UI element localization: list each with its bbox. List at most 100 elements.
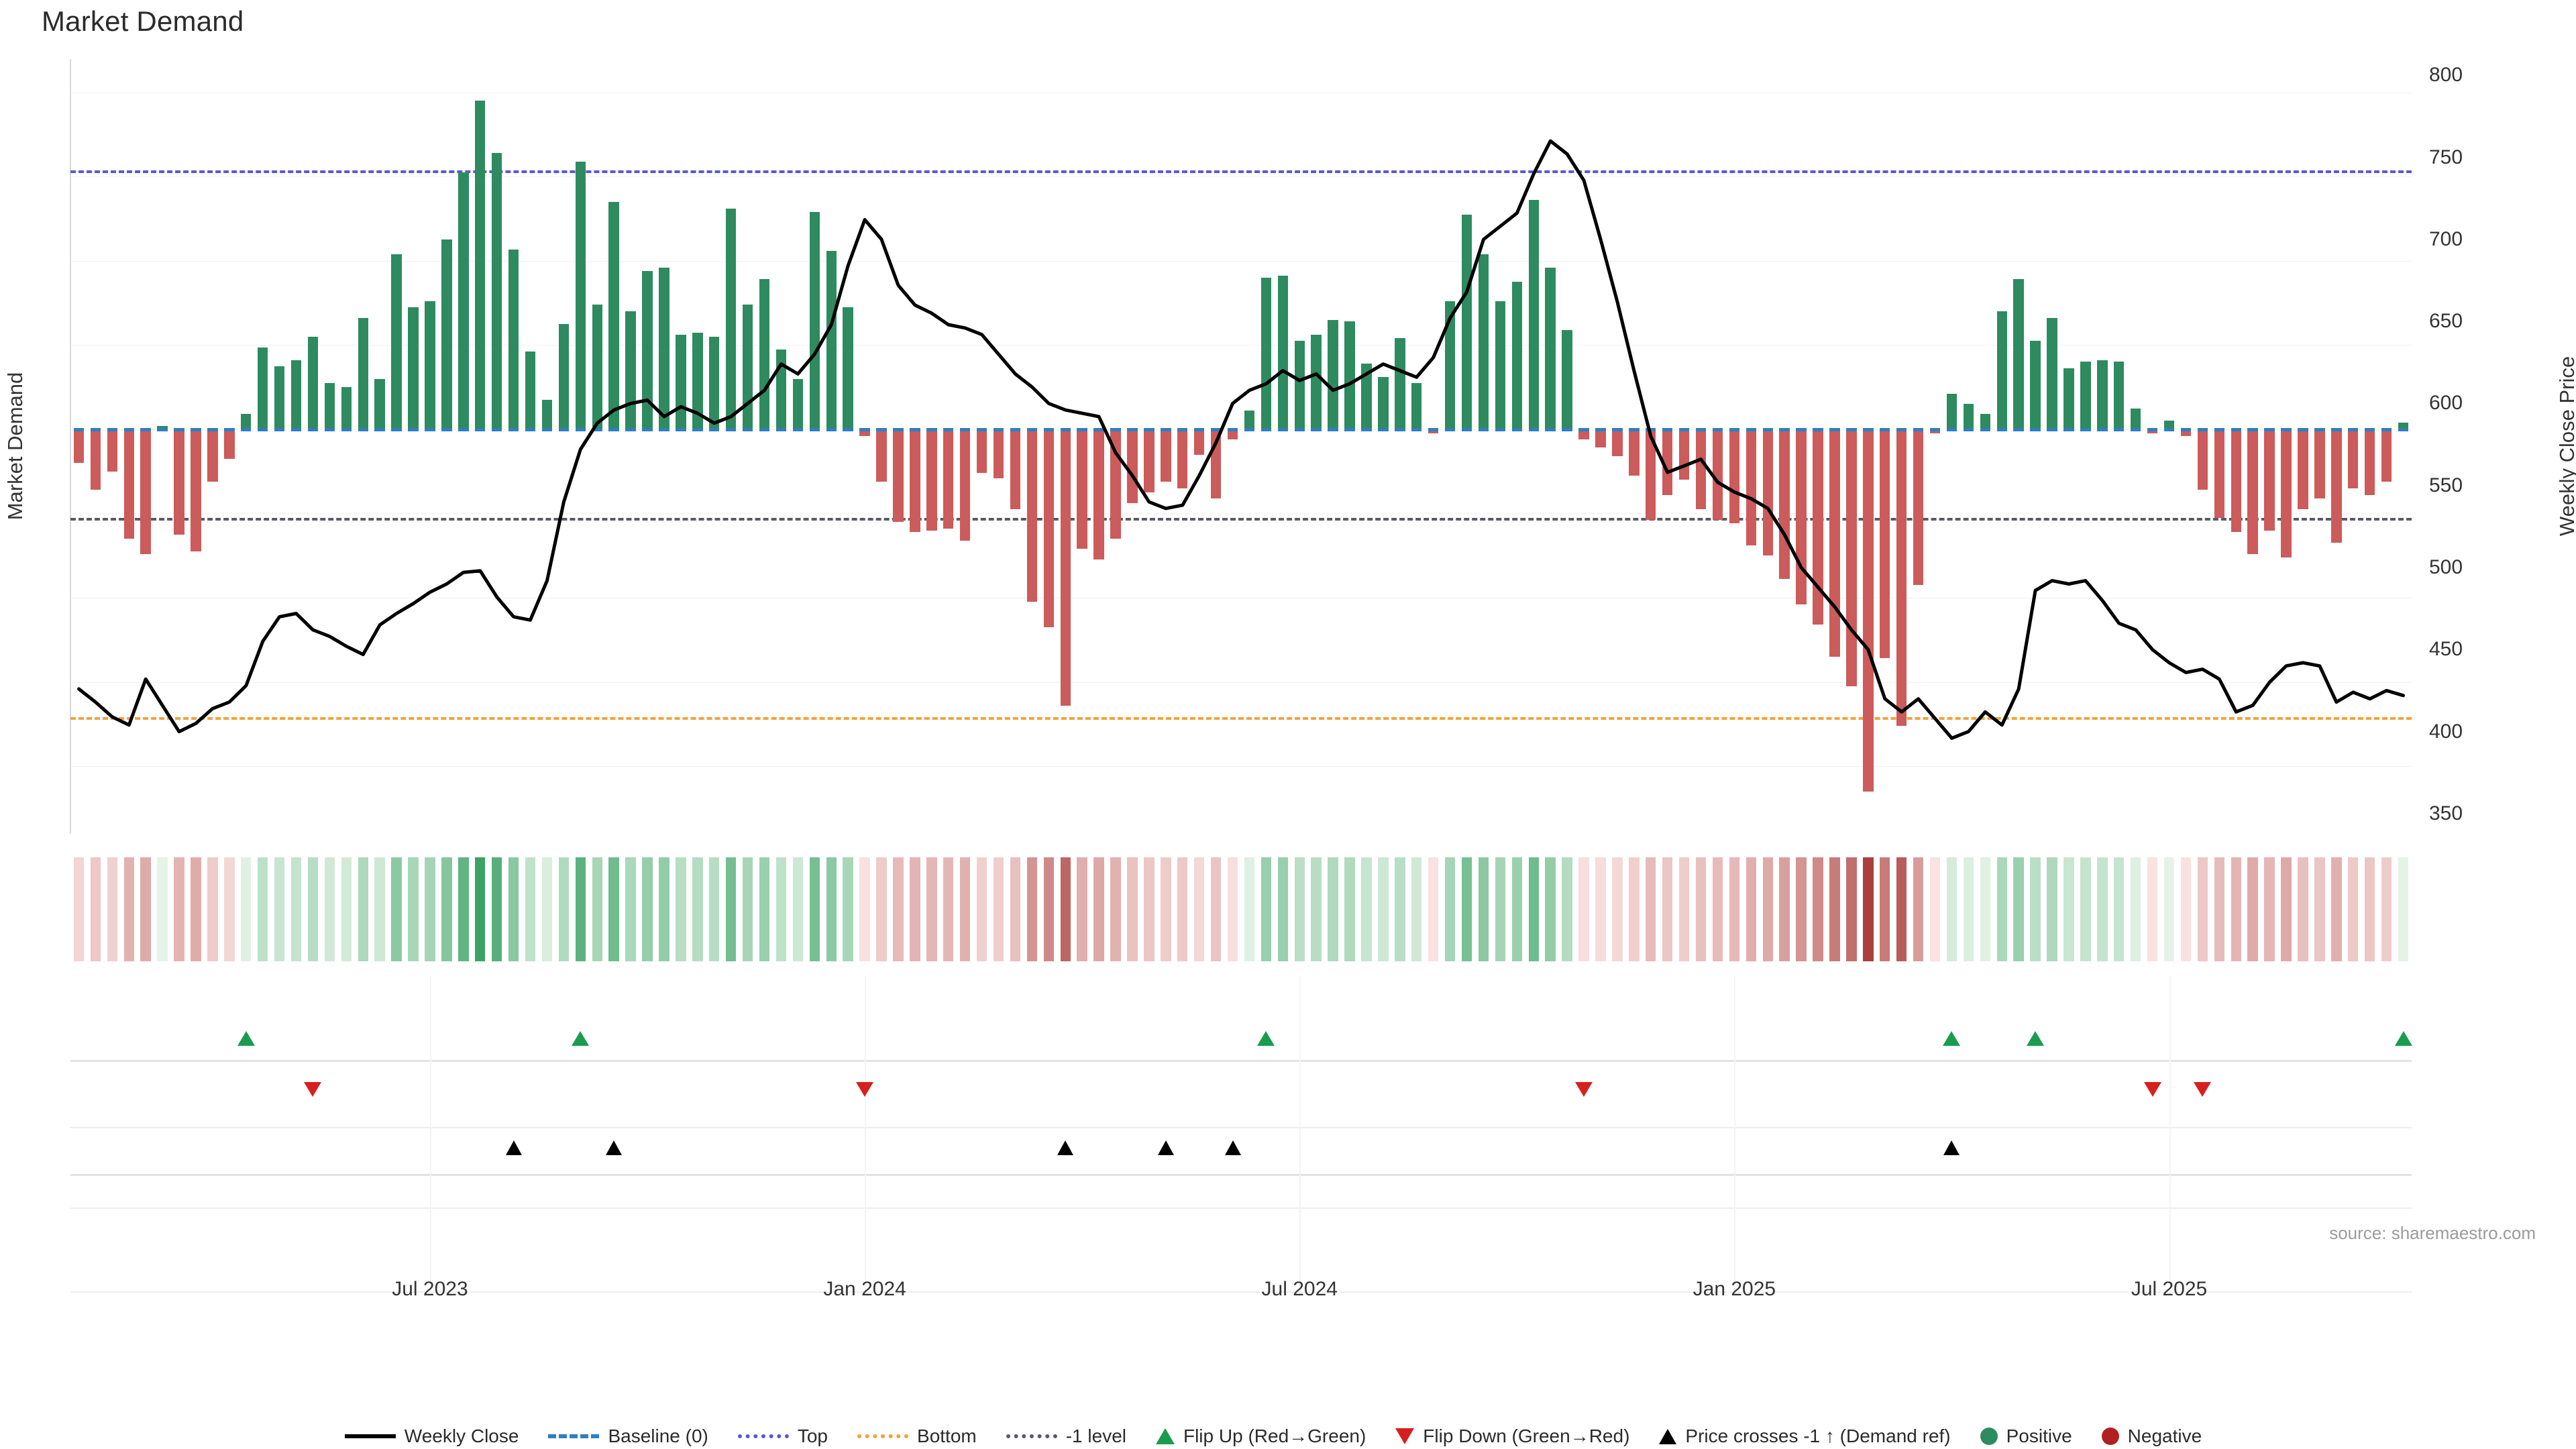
heatmap-cell	[2331, 857, 2342, 961]
legend-item-negative[interactable]: Negative	[2101, 1426, 2202, 1447]
heatmap-cell	[1846, 857, 1857, 961]
demand-bar	[608, 201, 619, 429]
y-tick-right: 550	[2429, 474, 2463, 496]
heatmap-cell	[725, 857, 737, 961]
baseline-tick	[2247, 427, 2258, 431]
heatmap-cell	[1829, 857, 1840, 961]
baseline-tick	[659, 427, 669, 431]
baseline-tick	[1495, 427, 1506, 431]
demand-bar	[2381, 429, 2392, 482]
gridlines	[70, 67, 2412, 825]
heatmap-cell	[2314, 857, 2325, 961]
legend-item-weekly-close[interactable]: Weekly Close	[344, 1426, 519, 1447]
heatmap-cell	[341, 857, 352, 961]
demand-bar	[676, 335, 686, 429]
heatmap-cell	[1578, 857, 1589, 961]
price-cross-marker-icon	[606, 1140, 623, 1155]
demand-bar	[742, 305, 753, 429]
positive-dot-icon	[1980, 1428, 1998, 1445]
price-cross-marker-icon	[1057, 1140, 1074, 1155]
baseline-tick	[1010, 427, 1021, 431]
heatmap-cell	[1026, 857, 1038, 961]
legend-label: Top	[797, 1426, 828, 1446]
heatmap-cell	[1896, 857, 1907, 961]
baseline-tick	[775, 427, 787, 431]
legend-item-positive[interactable]: Positive	[1980, 1426, 2072, 1447]
heatmap-cell	[290, 857, 302, 961]
demand-bar	[257, 347, 268, 429]
demand-bar	[843, 307, 853, 429]
price-cross-marker-icon	[1224, 1140, 1241, 1155]
heatmap-cell	[2180, 857, 2192, 961]
baseline-tick	[1478, 427, 1489, 431]
demand-bar	[2180, 429, 2192, 436]
legend-label: -1 level	[1065, 1426, 1126, 1446]
baseline-tick	[1662, 427, 1673, 431]
baseline-tick	[1260, 427, 1272, 431]
heatmap-cell	[307, 857, 319, 961]
demand-bar	[642, 270, 653, 429]
demand-bar	[1528, 200, 1539, 429]
heatmap-cell	[1193, 857, 1205, 961]
flip-down-marker-icon	[2143, 1082, 2161, 1097]
demand-bar	[374, 378, 385, 429]
baseline-tick	[341, 427, 352, 431]
heatmap-cell	[993, 857, 1004, 961]
marker-vgrid	[429, 976, 431, 1177]
legend-item-top[interactable]: Top	[737, 1426, 828, 1447]
legend-item-flip-down[interactable]: Flip Down (Green→Red)	[1395, 1426, 1629, 1447]
baseline-tick	[1746, 427, 1757, 431]
heatmap-cell	[1545, 857, 1556, 961]
heatmap-cell	[2264, 857, 2275, 961]
baseline-tick	[1244, 427, 1255, 431]
baseline-tick	[1762, 427, 1773, 431]
demand-bar	[157, 425, 168, 429]
legend-item-bottom[interactable]: Bottom	[857, 1426, 977, 1447]
y-tick-right: 650	[2429, 310, 2463, 333]
demand-bar	[341, 387, 352, 429]
baseline-tick	[1511, 427, 1523, 431]
demand-bar	[659, 267, 669, 429]
legend-item-baseline[interactable]: Baseline (0)	[548, 1426, 708, 1447]
chart-legend: Weekly Close Baseline (0) Top Bottom -1 leve…	[0, 1426, 2576, 1447]
demand-bar	[1411, 382, 1422, 429]
legend-item-minus-1-level[interactable]: -1 level	[1006, 1426, 1126, 1447]
y-tick-right: 700	[2429, 227, 2463, 250]
heatmap-cell	[1729, 857, 1740, 961]
demand-bar	[2331, 429, 2342, 543]
heatmap-cell	[1511, 857, 1523, 961]
y-axis-right-label: Weekly Close Price	[2555, 356, 2576, 537]
demand-bar	[1193, 429, 1205, 455]
heatmap-cell	[1646, 857, 1656, 961]
bottom-vgrid	[2169, 1127, 2171, 1295]
demand-bar	[2314, 429, 2325, 498]
legend-item-flip-up[interactable]: Flip Up (Red→Green)	[1155, 1426, 1366, 1447]
source-attribution: source: sharemaestro.com	[2329, 1223, 2536, 1243]
heatmap-cell	[2163, 857, 2175, 961]
legend-label: Negative	[2127, 1426, 2202, 1446]
heatmap-cell	[1913, 857, 1924, 961]
heatmap-cell	[2197, 857, 2208, 961]
heatmap-cell	[1695, 857, 1707, 961]
baseline-tick	[1210, 427, 1222, 431]
heatmap-cell	[241, 857, 252, 961]
demand-bar	[1846, 429, 1857, 686]
heatmap-cell	[1779, 857, 1790, 961]
heatmap-cell	[525, 857, 536, 961]
baseline-line-icon	[548, 1434, 600, 1438]
legend-item-price-crosses[interactable]: Price crosses -1 ↑ (Demand ref)	[1659, 1426, 1951, 1447]
demand-bar	[1880, 429, 1890, 659]
bottom-vgrid	[1299, 1127, 1301, 1295]
triangle-up-icon	[1155, 1428, 1175, 1444]
baseline-tick	[1144, 427, 1155, 431]
demand-bar	[1260, 277, 1272, 429]
heatmap-cell	[274, 857, 285, 961]
heatmap-cell	[2398, 857, 2409, 961]
baseline-tick	[1461, 427, 1472, 431]
heatmap-cell	[1461, 857, 1472, 961]
main-plot: 43210−1−2−3−4 80075070065060055050045040…	[3, 59, 2576, 833]
demand-bar	[1762, 429, 1773, 556]
demand-bar	[1946, 394, 1957, 429]
demand-bar	[525, 352, 536, 429]
demand-bar	[1712, 429, 1723, 521]
